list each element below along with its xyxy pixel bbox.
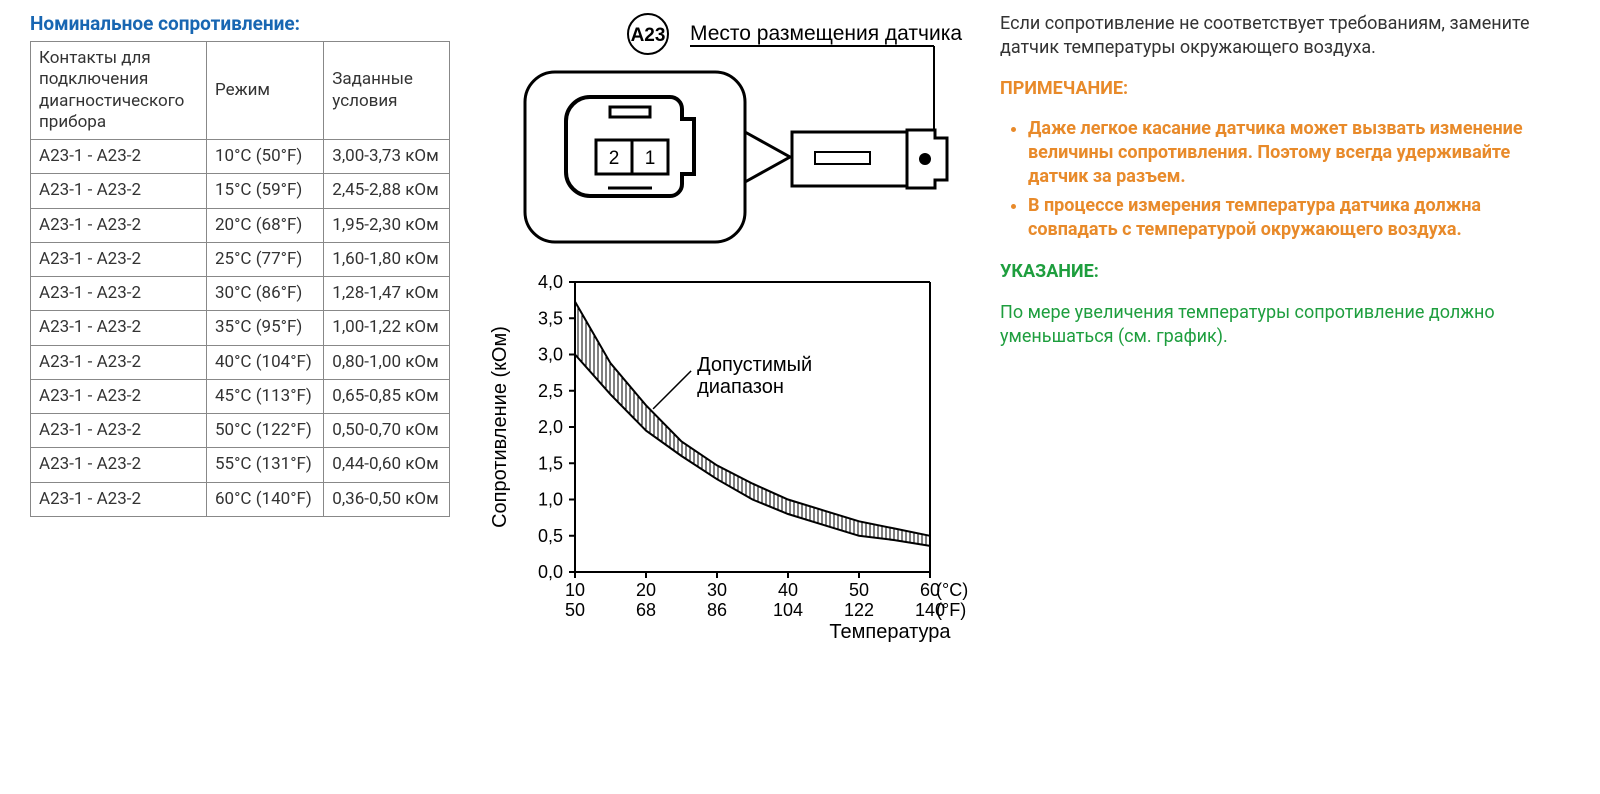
svg-text:50: 50 xyxy=(565,600,585,620)
table-cell: 1,95-2,30 кОм xyxy=(324,208,450,242)
svg-text:1,5: 1,5 xyxy=(538,453,563,473)
svg-text:20: 20 xyxy=(636,580,656,600)
svg-text:A23: A23 xyxy=(631,25,666,46)
table-cell: 35°C (95°F) xyxy=(206,311,323,345)
svg-text:30: 30 xyxy=(707,580,727,600)
svg-text:Сопротивление (кОм): Сопротивление (кОм) xyxy=(489,326,511,528)
page: Номинальное сопротивление: Контакты для … xyxy=(0,0,1600,664)
table-cell: 40°C (104°F) xyxy=(206,345,323,379)
svg-text:104: 104 xyxy=(773,600,803,620)
table-cell: 30°C (86°F) xyxy=(206,277,323,311)
svg-text:диапазон: диапазон xyxy=(697,376,784,398)
svg-text:0,5: 0,5 xyxy=(538,526,563,546)
table-row: A23-1 - A23-215°C (59°F)2,45-2,88 кОм xyxy=(31,174,450,208)
table-cell: 0,44-0,60 кОм xyxy=(324,448,450,482)
table-row: A23-1 - A23-255°C (131°F)0,44-0,60 кОм xyxy=(31,448,450,482)
table-cell: A23-1 - A23-2 xyxy=(31,414,207,448)
table-cell: 0,36-0,50 кОм xyxy=(324,482,450,516)
table-cell: 45°C (113°F) xyxy=(206,379,323,413)
table-cell: A23-1 - A23-2 xyxy=(31,482,207,516)
table-header: Контакты для подключения диагностическог… xyxy=(31,42,207,140)
svg-text:40: 40 xyxy=(778,580,798,600)
table-header-row: Контакты для подключения диагностическог… xyxy=(31,42,450,140)
svg-text:Место размещения датчика: Место размещения датчика xyxy=(690,22,962,45)
svg-text:68: 68 xyxy=(636,600,656,620)
instruction-text: Если сопротивление не соответствует треб… xyxy=(1000,12,1560,61)
right-column: Если сопротивление не соответствует треб… xyxy=(1000,12,1560,652)
table-cell: 0,65-0,85 кОм xyxy=(324,379,450,413)
svg-text:10: 10 xyxy=(565,580,585,600)
svg-text:(°C): (°C) xyxy=(936,580,968,600)
svg-text:2: 2 xyxy=(609,148,620,169)
table-cell: A23-1 - A23-2 xyxy=(31,277,207,311)
svg-text:2,0: 2,0 xyxy=(538,417,563,437)
table-row: A23-1 - A23-210°C (50°F)3,00-3,73 кОм xyxy=(31,140,450,174)
resistance-table: Контакты для подключения диагностическог… xyxy=(30,41,450,517)
svg-text:1: 1 xyxy=(645,148,656,169)
svg-text:3,5: 3,5 xyxy=(538,308,563,328)
table-header: Заданные условия xyxy=(324,42,450,140)
svg-text:(°F): (°F) xyxy=(936,600,966,620)
table-cell: 60°C (140°F) xyxy=(206,482,323,516)
svg-text:0,0: 0,0 xyxy=(538,562,563,582)
note-heading: ПРИМЕЧАНИЕ: xyxy=(1000,77,1560,101)
table-cell: A23-1 - A23-2 xyxy=(31,379,207,413)
table-cell: 25°C (77°F) xyxy=(206,242,323,276)
sensor-diagram: Место размещения датчика A23 2 1 xyxy=(480,12,970,272)
svg-text:3,0: 3,0 xyxy=(538,345,563,365)
svg-text:50: 50 xyxy=(849,580,869,600)
svg-text:Допустимый: Допустимый xyxy=(697,354,812,376)
svg-text:122: 122 xyxy=(844,600,874,620)
table-cell: A23-1 - A23-2 xyxy=(31,311,207,345)
table-cell: 20°C (68°F) xyxy=(206,208,323,242)
hint-heading: УКАЗАНИЕ: xyxy=(1000,260,1560,284)
table-cell: 10°C (50°F) xyxy=(206,140,323,174)
note-item: Даже легкое касание датчика может вызват… xyxy=(1028,117,1560,190)
table-cell: A23-1 - A23-2 xyxy=(31,208,207,242)
table-cell: 1,28-1,47 кОм xyxy=(324,277,450,311)
hint-text: По мере увеличения температуры сопротивл… xyxy=(1000,301,1560,350)
note-item: В процессе измерения температура датчика… xyxy=(1028,194,1560,243)
table-cell: 0,50-0,70 кОм xyxy=(324,414,450,448)
table-cell: 50°C (122°F) xyxy=(206,414,323,448)
note-list: Даже легкое касание датчика может вызват… xyxy=(1028,117,1560,242)
table-row: A23-1 - A23-250°C (122°F)0,50-0,70 кОм xyxy=(31,414,450,448)
middle-column: Место размещения датчика A23 2 1 0,0 0,5 1,0 1… xyxy=(480,12,970,652)
table-row: A23-1 - A23-220°C (68°F)1,95-2,30 кОм xyxy=(31,208,450,242)
svg-text:1,0: 1,0 xyxy=(538,490,563,510)
table-row: A23-1 - A23-230°C (86°F)1,28-1,47 кОм xyxy=(31,277,450,311)
table-cell: 55°C (131°F) xyxy=(206,448,323,482)
table-cell: A23-1 - A23-2 xyxy=(31,242,207,276)
svg-text:2,5: 2,5 xyxy=(538,381,563,401)
table-row: A23-1 - A23-260°C (140°F)0,36-0,50 кОм xyxy=(31,482,450,516)
table-row: A23-1 - A23-240°C (104°F)0,80-1,00 кОм xyxy=(31,345,450,379)
table-cell: A23-1 - A23-2 xyxy=(31,448,207,482)
left-column: Номинальное сопротивление: Контакты для … xyxy=(30,12,450,652)
table-cell: 1,00-1,22 кОм xyxy=(324,311,450,345)
table-row: A23-1 - A23-235°C (95°F)1,00-1,22 кОм xyxy=(31,311,450,345)
table-cell: A23-1 - A23-2 xyxy=(31,174,207,208)
table-cell: A23-1 - A23-2 xyxy=(31,140,207,174)
table-cell: 2,45-2,88 кОм xyxy=(324,174,450,208)
table-row: A23-1 - A23-225°C (77°F)1,60-1,80 кОм xyxy=(31,242,450,276)
svg-text:86: 86 xyxy=(707,600,727,620)
table-cell: A23-1 - A23-2 xyxy=(31,345,207,379)
table-cell: 3,00-3,73 кОм xyxy=(324,140,450,174)
table-cell: 1,60-1,80 кОм xyxy=(324,242,450,276)
section-title: Номинальное сопротивление: xyxy=(30,12,450,35)
table-header: Режим xyxy=(206,42,323,140)
resistance-chart: 0,00,51,01,52,02,53,03,54,01050206830864… xyxy=(480,272,970,652)
svg-text:Температура: Температура xyxy=(829,621,951,643)
table-cell: 15°C (59°F) xyxy=(206,174,323,208)
table-row: A23-1 - A23-245°C (113°F)0,65-0,85 кОм xyxy=(31,379,450,413)
svg-text:4,0: 4,0 xyxy=(538,272,563,292)
table-cell: 0,80-1,00 кОм xyxy=(324,345,450,379)
